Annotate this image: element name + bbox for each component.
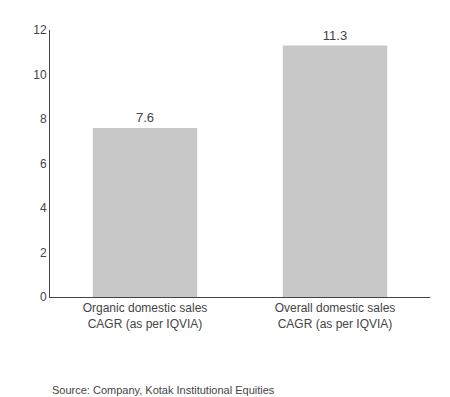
svg-text:11.3: 11.3 xyxy=(323,28,347,43)
svg-text:Source: Company, Kotak Institu: Source: Company, Kotak Institutional Equ… xyxy=(52,384,275,396)
svg-text:10: 10 xyxy=(33,68,47,82)
svg-text:4: 4 xyxy=(40,201,47,215)
svg-text:Organic domestic salesCAGR (as: Organic domestic salesCAGR (as per IQVIA… xyxy=(83,301,208,331)
svg-text:8: 8 xyxy=(40,112,47,126)
svg-text:6: 6 xyxy=(40,157,47,171)
svg-text:2: 2 xyxy=(40,246,47,260)
svg-text:12: 12 xyxy=(33,23,47,37)
svg-text:7.6: 7.6 xyxy=(136,110,154,125)
svg-text:Overall domestic salesCAGR (as: Overall domestic salesCAGR (as per IQVIA… xyxy=(275,301,396,331)
svg-text:0: 0 xyxy=(40,290,47,304)
